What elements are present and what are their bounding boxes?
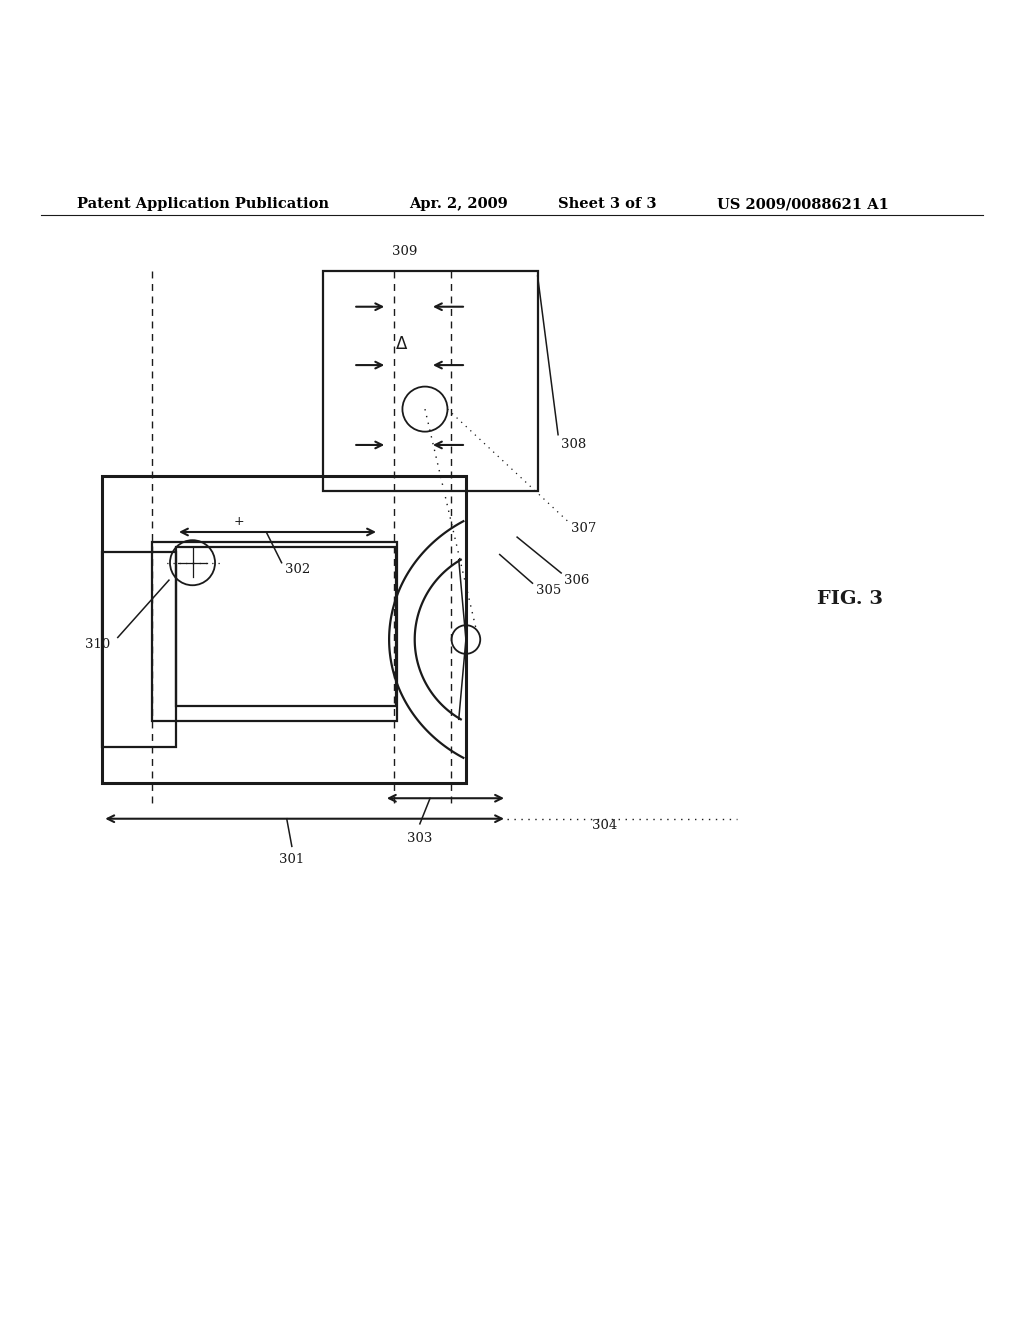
Text: Sheet 3 of 3: Sheet 3 of 3 [558,197,656,211]
Text: Patent Application Publication: Patent Application Publication [77,197,329,211]
Bar [176,548,396,706]
Text: 310: 310 [85,638,111,651]
Text: Apr. 2, 2009: Apr. 2, 2009 [410,197,508,211]
Text: 305: 305 [536,583,561,597]
Text: 306: 306 [564,574,590,586]
Text: 301: 301 [280,853,304,866]
Text: 302: 302 [285,564,310,577]
Bar [152,543,397,722]
Text: +: + [233,515,244,528]
Bar [102,553,176,747]
Text: 304: 304 [592,820,617,833]
Bar [102,475,466,783]
Text: $\Delta$: $\Delta$ [395,337,408,354]
Text: 309: 309 [392,244,417,257]
Text: US 2009/0088621 A1: US 2009/0088621 A1 [717,197,889,211]
Text: 303: 303 [408,832,432,845]
Text: 308: 308 [561,438,587,451]
Text: FIG. 3: FIG. 3 [817,590,883,607]
Text: 307: 307 [571,523,597,536]
Bar [323,271,538,491]
